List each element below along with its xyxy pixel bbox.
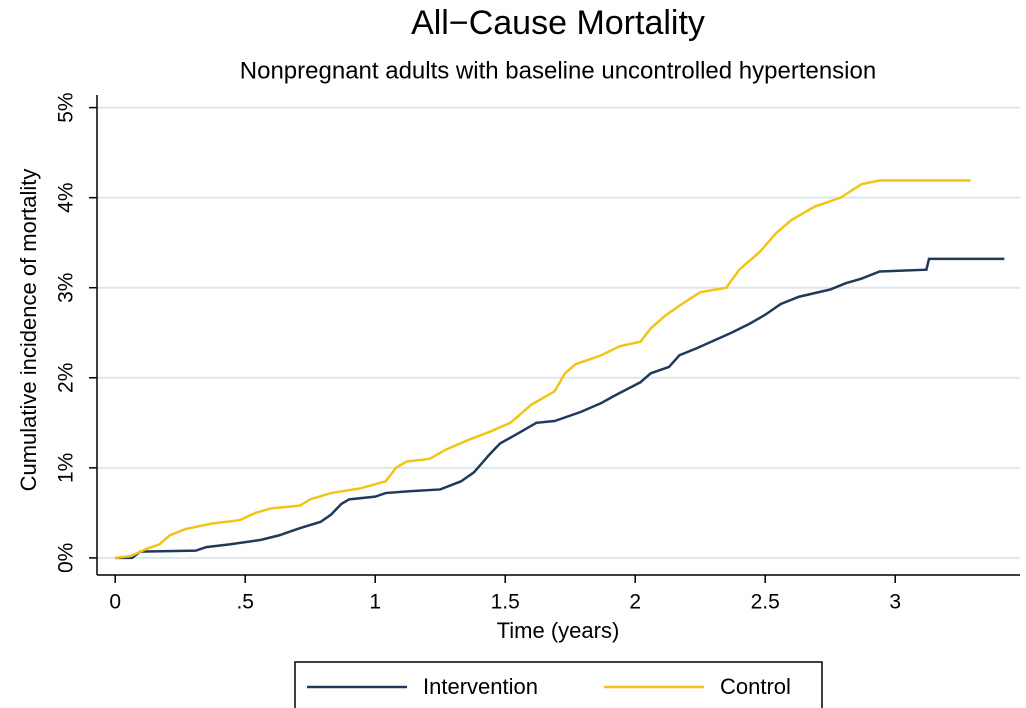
x-tick-label: 2.5: [751, 591, 780, 614]
x-tick-label: 3: [889, 591, 901, 614]
x-tick-label: .5: [236, 591, 254, 614]
y-axis-label: Cumulative incidence of mortality: [16, 169, 41, 492]
x-tick-label: 0: [109, 591, 121, 614]
chart-subtitle: Nonpregnant adults with baseline uncontr…: [240, 57, 876, 84]
x-tick-label: 1.5: [491, 591, 520, 614]
series-line: [115, 257, 1005, 560]
x-tick-label: 2: [629, 591, 641, 614]
x-tick-label: 1: [369, 591, 381, 614]
series-line: [115, 179, 971, 560]
legend-label: Control: [720, 674, 791, 699]
y-tick-label: 4%: [55, 182, 78, 212]
y-tick-label: 0%: [55, 543, 78, 573]
x-axis-label: Time (years): [497, 618, 620, 643]
legend-box: [294, 661, 823, 708]
y-tick-label: 2%: [55, 363, 78, 393]
chart-title: All−Cause Mortality: [411, 4, 705, 42]
y-tick-label: 3%: [55, 273, 78, 303]
y-tick-label: 1%: [55, 453, 78, 483]
y-tick-label: 5%: [55, 92, 78, 122]
legend-label: Intervention: [423, 674, 538, 699]
